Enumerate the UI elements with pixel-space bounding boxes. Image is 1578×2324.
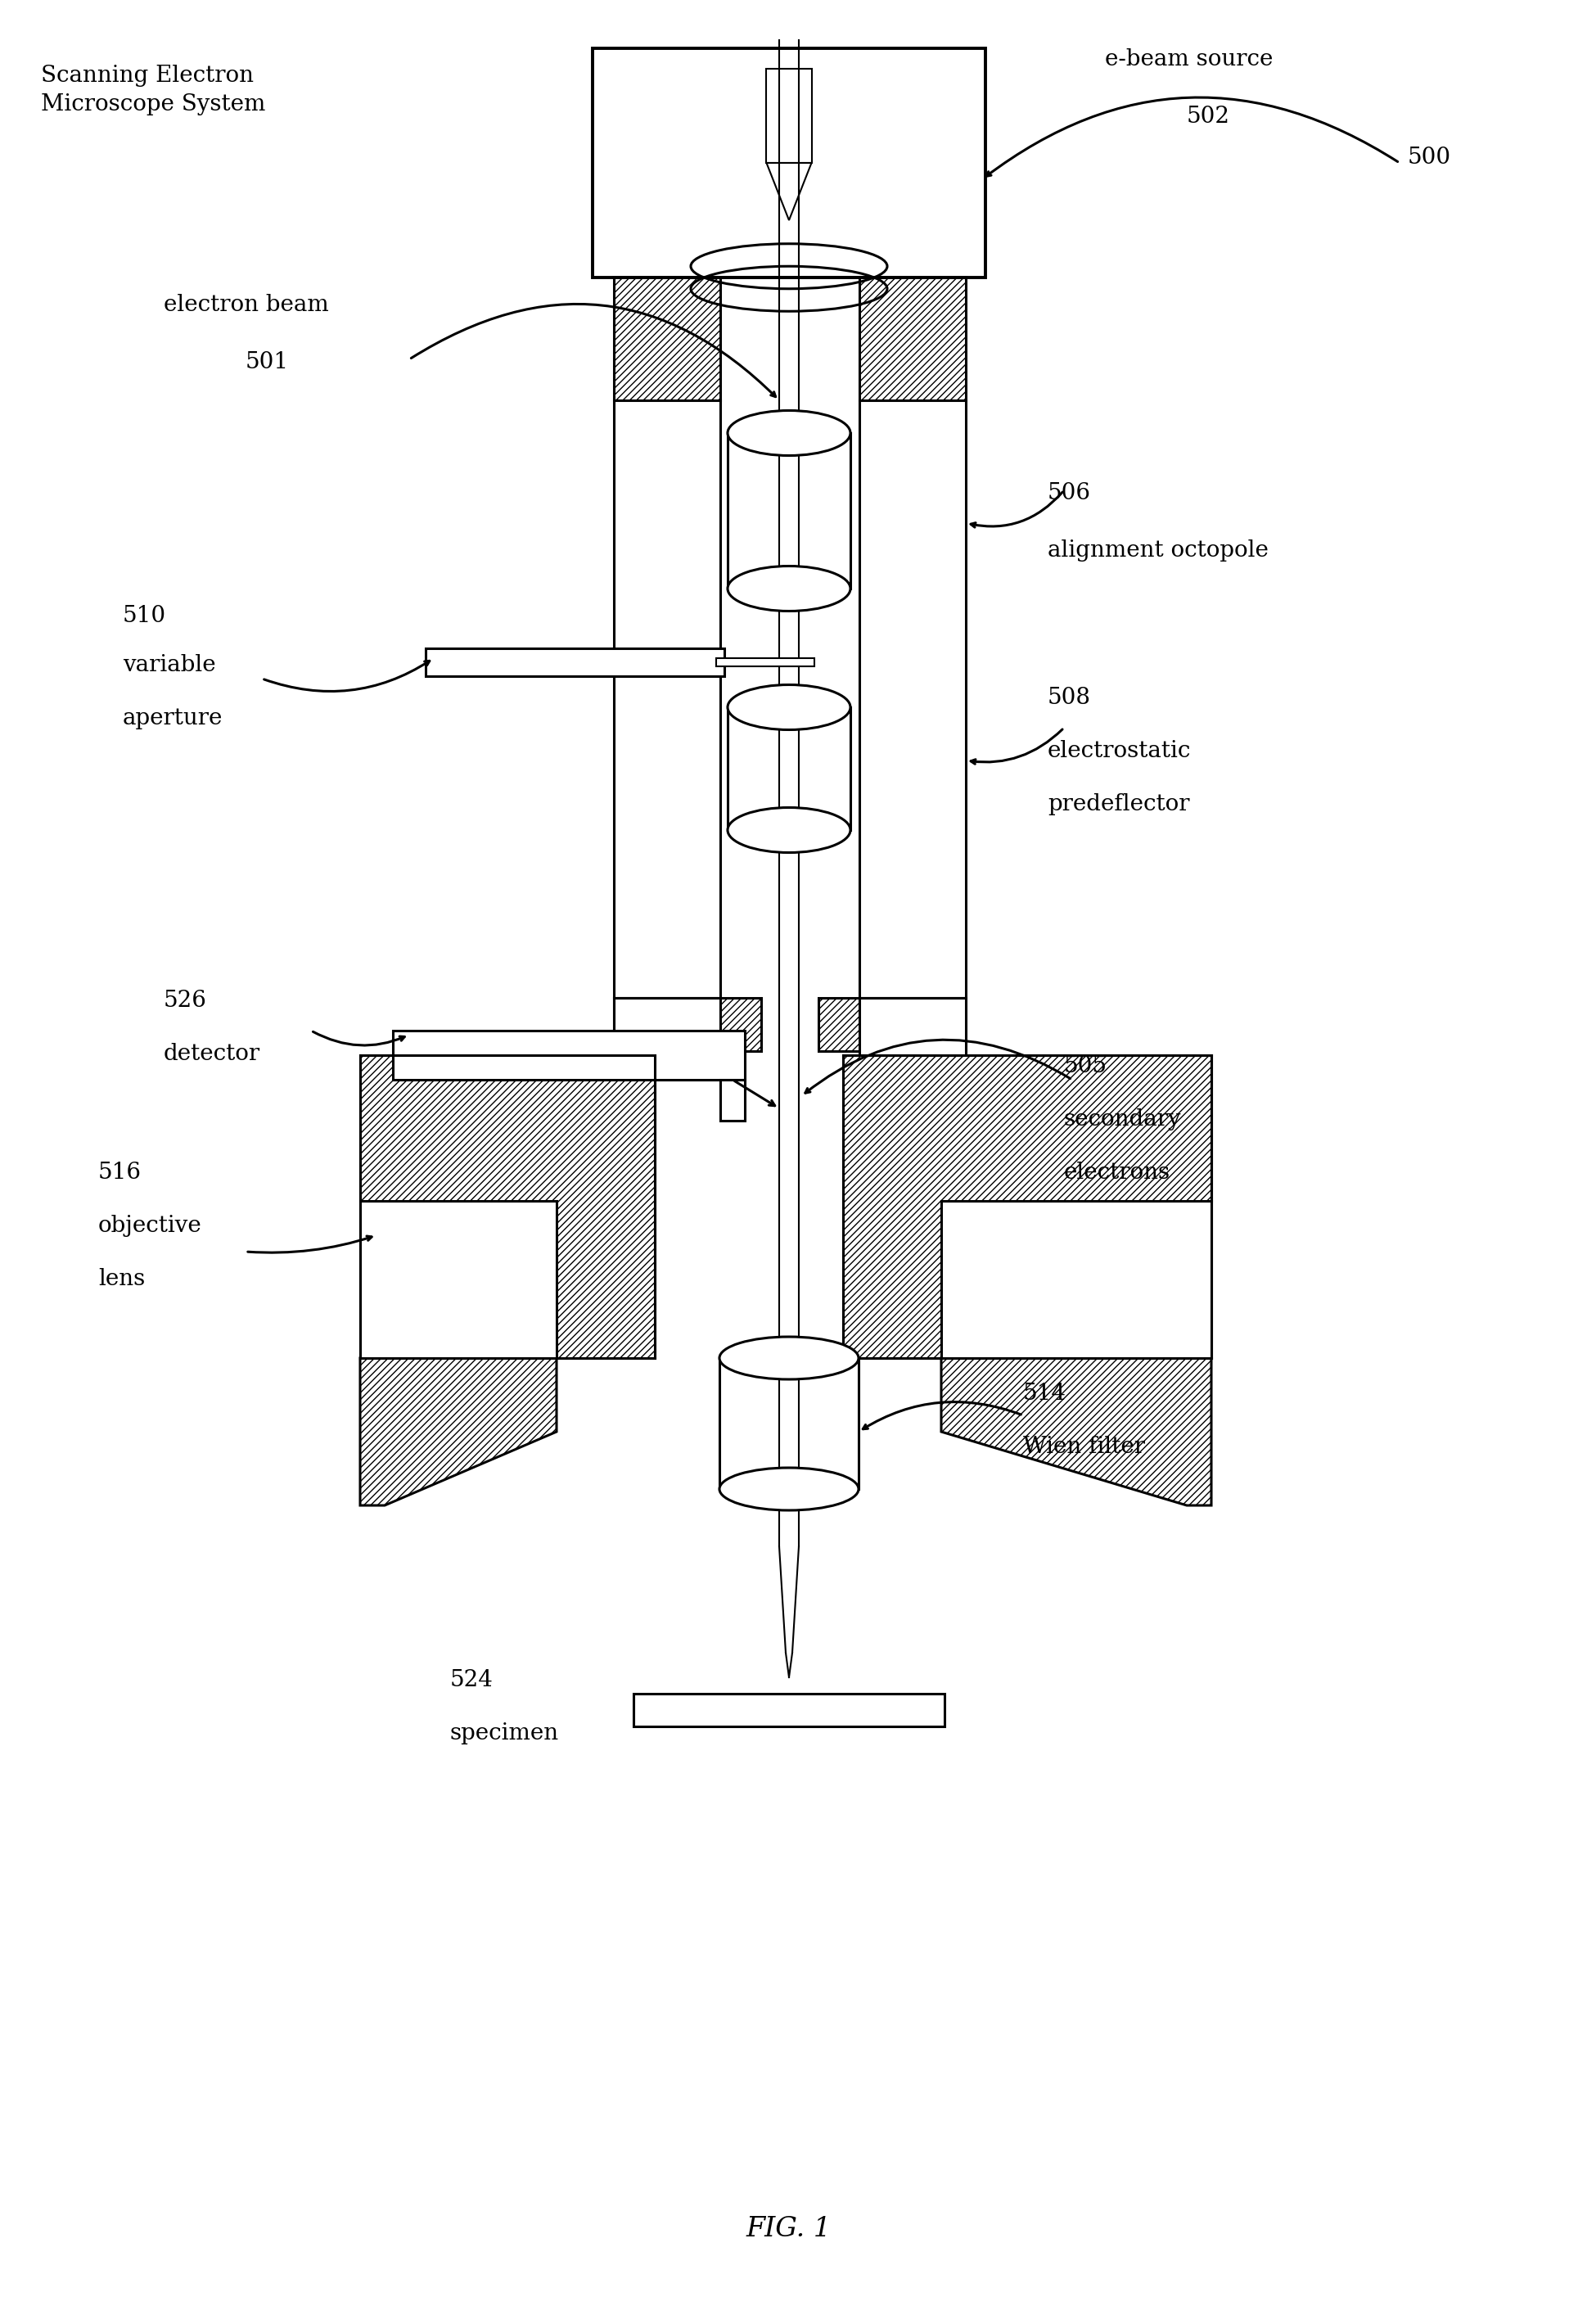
- Ellipse shape: [727, 411, 851, 456]
- Polygon shape: [767, 163, 811, 221]
- Bar: [940, 1202, 1212, 1357]
- Text: 514: 514: [1023, 1383, 1067, 1404]
- Bar: [860, 277, 966, 400]
- Text: 501: 501: [246, 351, 289, 374]
- Text: aperture: aperture: [123, 706, 222, 730]
- Bar: [426, 648, 724, 676]
- Text: 506: 506: [1048, 481, 1090, 504]
- Text: electrons: electrons: [1064, 1162, 1171, 1183]
- Bar: [843, 1055, 1212, 1357]
- Text: e-beam source: e-beam source: [1105, 49, 1273, 70]
- Ellipse shape: [720, 1336, 858, 1380]
- Text: variable: variable: [123, 653, 216, 676]
- Ellipse shape: [720, 1469, 858, 1511]
- Bar: [360, 1202, 557, 1357]
- Bar: [614, 400, 720, 997]
- Text: 500: 500: [1408, 146, 1452, 170]
- Text: detector: detector: [164, 1043, 260, 1064]
- Bar: [593, 49, 985, 277]
- Text: specimen: specimen: [450, 1722, 559, 1745]
- Text: 524: 524: [450, 1669, 494, 1692]
- Ellipse shape: [727, 806, 851, 853]
- Text: secondary: secondary: [1064, 1109, 1182, 1129]
- Bar: [767, 70, 811, 163]
- Ellipse shape: [727, 686, 851, 730]
- Text: predeflector: predeflector: [1048, 792, 1190, 816]
- Bar: [614, 277, 720, 400]
- Text: 508: 508: [1048, 688, 1090, 709]
- Bar: [614, 997, 761, 1050]
- Text: 502: 502: [1187, 105, 1231, 128]
- Polygon shape: [360, 1357, 557, 1506]
- Polygon shape: [940, 1357, 1212, 1506]
- Text: Scanning Electron
Microscope System: Scanning Electron Microscope System: [41, 65, 265, 116]
- Bar: [860, 400, 966, 997]
- Text: alignment octopole: alignment octopole: [1048, 539, 1269, 562]
- Bar: [393, 1030, 745, 1081]
- Text: 526: 526: [164, 990, 207, 1011]
- Text: Wien filter: Wien filter: [1023, 1436, 1146, 1457]
- Text: electrostatic: electrostatic: [1048, 739, 1191, 762]
- Bar: [819, 997, 966, 1050]
- Bar: [716, 658, 814, 667]
- Text: 505: 505: [1064, 1055, 1108, 1078]
- Text: 516: 516: [98, 1162, 142, 1183]
- Ellipse shape: [727, 567, 851, 611]
- Text: objective: objective: [98, 1215, 202, 1236]
- Text: 510: 510: [123, 604, 166, 627]
- Bar: [360, 1055, 655, 1357]
- Bar: [720, 1081, 745, 1120]
- Bar: [614, 997, 720, 1081]
- Bar: [860, 997, 966, 1081]
- Text: lens: lens: [98, 1269, 145, 1290]
- Bar: [633, 1694, 945, 1727]
- Text: electron beam: electron beam: [164, 293, 328, 316]
- Text: FIG. 1: FIG. 1: [746, 2217, 832, 2243]
